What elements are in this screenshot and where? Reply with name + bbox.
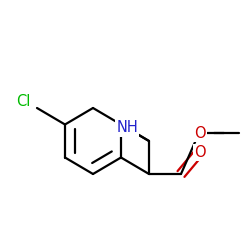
Text: O: O — [194, 126, 206, 140]
Text: Cl: Cl — [16, 94, 31, 109]
Text: NH: NH — [116, 120, 138, 136]
Text: O: O — [194, 145, 206, 160]
